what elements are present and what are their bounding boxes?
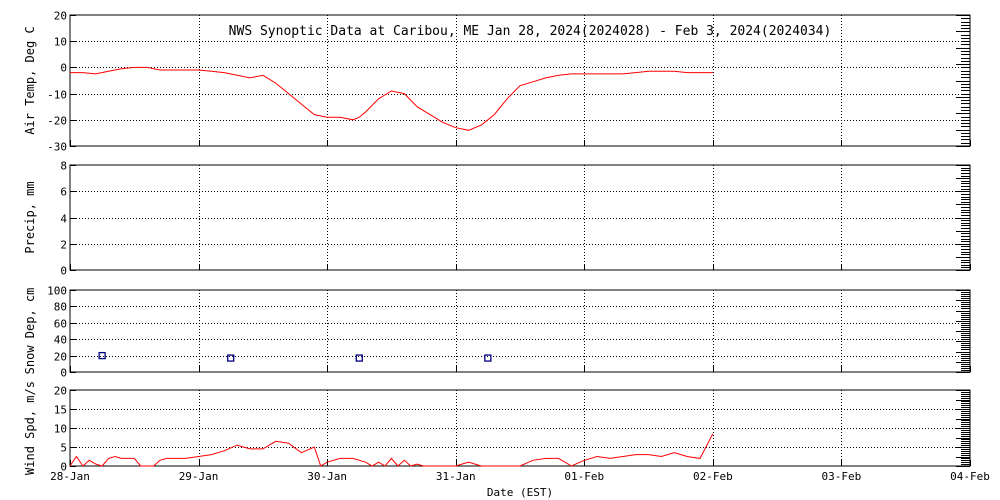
y-tick-label: 60 [54, 318, 67, 331]
x-axis-label: Date (EST) [487, 486, 553, 499]
series-line [69, 433, 714, 467]
series-line [70, 66, 713, 131]
y-tick-label: 0 [60, 62, 67, 75]
y-tick-label: 100 [47, 285, 67, 298]
data-point [484, 354, 492, 362]
x-tick-label: 02-Feb [693, 470, 733, 483]
y-axis-label: Air Temp, Deg C [23, 26, 37, 134]
y-tick-label: 2 [60, 239, 67, 252]
data-point [227, 354, 235, 362]
y-axis-label: Precip, mm [23, 181, 37, 253]
y-axis-label: Wind Spd, m/s [23, 381, 37, 475]
panel-frame [69, 164, 971, 271]
y-tick-label: 20 [54, 385, 67, 398]
y-tick-label: 20 [54, 351, 67, 364]
panel-frame [69, 289, 971, 373]
x-tick-label: 01-Feb [564, 470, 604, 483]
y-tick-label: 0 [60, 367, 67, 380]
x-tick-label: 31-Jan [436, 470, 476, 483]
y-tick-label: 10 [54, 36, 67, 49]
y-tick-label: 8 [60, 160, 67, 173]
y-tick-label: 5 [60, 442, 67, 455]
y-tick-label: 0 [60, 265, 67, 278]
y-axis-label: Snow Dep, cm [23, 288, 37, 375]
y-tick-label: 4 [60, 213, 67, 226]
y-tick-label: 6 [60, 186, 67, 199]
data-point [98, 351, 106, 360]
chart-title: NWS Synoptic Data at Caribou, ME Jan 28,… [229, 24, 832, 39]
y-tick-label: 10 [54, 423, 67, 436]
panel-frame [69, 14, 971, 147]
y-tick-label: 40 [54, 334, 67, 347]
x-tick-label: 28-Jan [50, 470, 90, 483]
y-tick-label: -10 [47, 89, 67, 102]
y-tick-label: 0 [60, 461, 67, 474]
y-tick-label: -20 [47, 115, 67, 128]
x-tick-label: 04-Feb [950, 470, 990, 483]
data-point [355, 354, 363, 362]
x-tick-label: 03-Feb [822, 470, 862, 483]
y-tick-label: 80 [54, 301, 67, 314]
x-tick-label: 30-Jan [307, 470, 347, 483]
x-tick-label: 29-Jan [179, 470, 219, 483]
y-tick-label: -30 [47, 141, 67, 154]
y-tick-label: 20 [54, 10, 67, 23]
y-tick-label: 15 [54, 404, 67, 417]
